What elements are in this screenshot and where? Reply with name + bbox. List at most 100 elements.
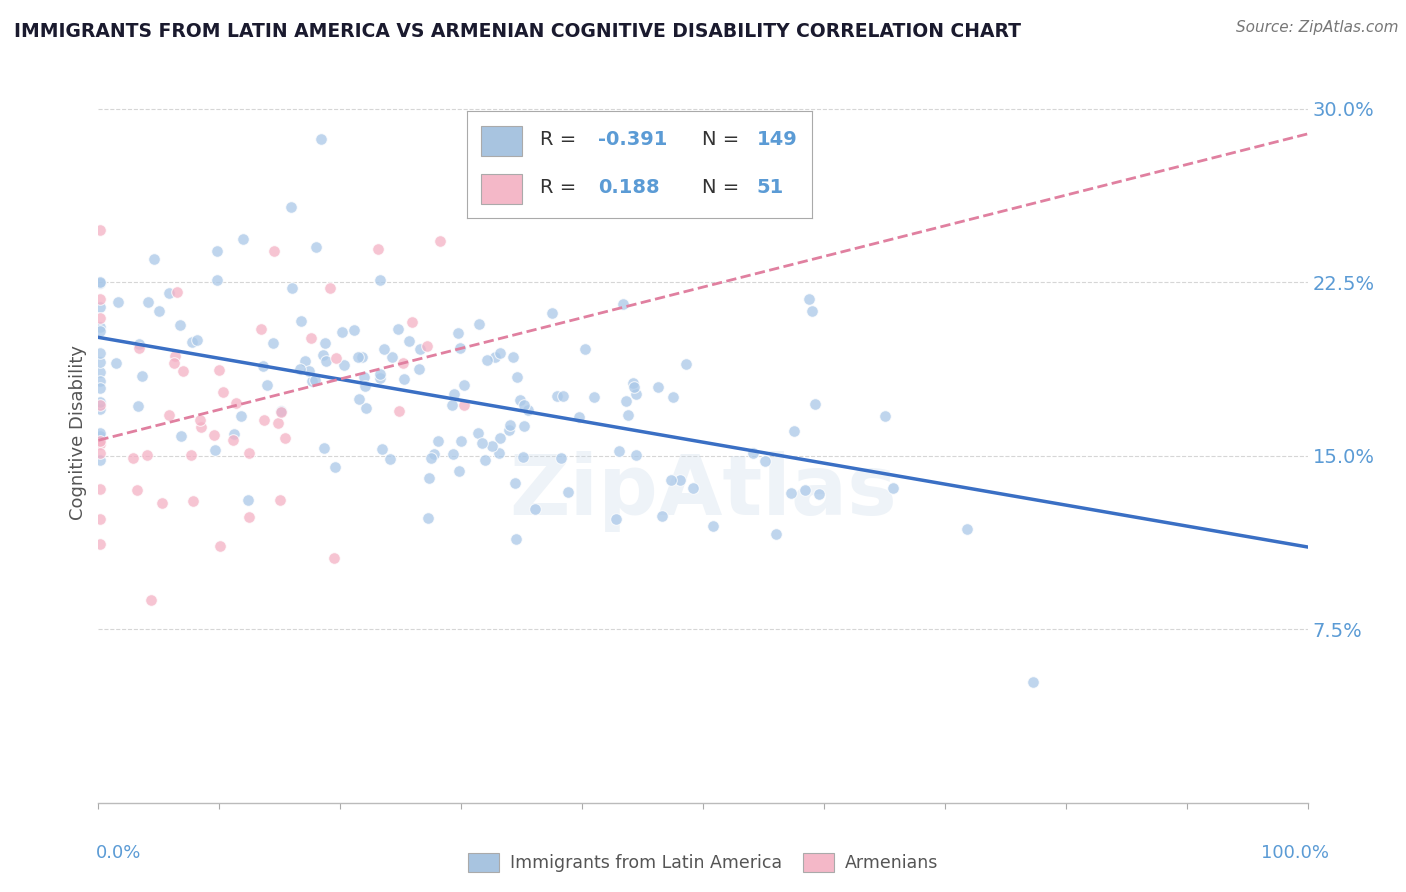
Point bbox=[238, 446, 260, 460]
Text: 100.0%: 100.0% bbox=[1261, 844, 1329, 862]
Point bbox=[427, 434, 450, 449]
Point bbox=[488, 346, 510, 360]
Point bbox=[273, 431, 295, 445]
Y-axis label: Cognitive Disability: Cognitive Disability bbox=[69, 345, 87, 520]
Point bbox=[290, 314, 312, 328]
Point bbox=[398, 334, 420, 349]
Point bbox=[122, 450, 145, 465]
Point bbox=[89, 293, 111, 307]
Point bbox=[623, 376, 645, 390]
Point bbox=[1021, 675, 1043, 690]
Point bbox=[381, 351, 404, 365]
Point bbox=[702, 519, 724, 533]
Point bbox=[347, 392, 370, 407]
Point bbox=[89, 446, 111, 460]
Point bbox=[89, 319, 111, 334]
Point bbox=[623, 380, 645, 394]
Point bbox=[509, 393, 531, 408]
Point bbox=[165, 349, 187, 363]
Point bbox=[188, 412, 211, 426]
Point bbox=[319, 281, 342, 295]
Point bbox=[380, 452, 402, 467]
Point bbox=[668, 473, 690, 487]
Point bbox=[159, 286, 181, 301]
Point bbox=[353, 379, 375, 393]
Point bbox=[489, 431, 512, 445]
Point bbox=[270, 404, 292, 418]
Point bbox=[89, 512, 111, 526]
Point bbox=[294, 354, 316, 368]
Point bbox=[468, 317, 491, 331]
Point bbox=[651, 509, 673, 524]
Point bbox=[301, 374, 323, 388]
Point bbox=[150, 496, 173, 510]
Point bbox=[353, 369, 375, 384]
Point bbox=[488, 445, 510, 459]
Point bbox=[236, 493, 259, 508]
Point bbox=[418, 471, 440, 485]
Point bbox=[783, 424, 806, 438]
Point bbox=[89, 437, 111, 451]
Point bbox=[312, 348, 335, 362]
Point bbox=[262, 335, 284, 350]
Point bbox=[392, 372, 415, 386]
Point bbox=[450, 434, 472, 448]
Point bbox=[181, 493, 204, 508]
Point bbox=[546, 389, 568, 403]
Point bbox=[270, 403, 292, 417]
Point bbox=[408, 362, 430, 376]
Point bbox=[370, 370, 392, 384]
Point bbox=[675, 357, 697, 371]
Point bbox=[474, 452, 496, 467]
Point bbox=[143, 252, 166, 267]
Point bbox=[614, 393, 637, 408]
Point bbox=[180, 448, 202, 462]
Point bbox=[568, 409, 591, 424]
Point bbox=[557, 485, 579, 500]
Point bbox=[89, 452, 111, 467]
Point bbox=[624, 448, 647, 462]
Point bbox=[429, 234, 451, 248]
Point bbox=[416, 339, 439, 353]
Point bbox=[104, 356, 127, 370]
Point bbox=[212, 384, 235, 399]
Point bbox=[263, 244, 285, 259]
Point bbox=[157, 408, 180, 422]
Point bbox=[181, 335, 204, 350]
Point bbox=[449, 341, 471, 355]
Point bbox=[401, 315, 423, 329]
Point bbox=[467, 426, 489, 441]
Point bbox=[252, 359, 274, 374]
Point bbox=[662, 390, 685, 404]
Point bbox=[388, 403, 411, 417]
Point bbox=[166, 285, 188, 299]
Point bbox=[333, 358, 356, 372]
Point bbox=[89, 366, 111, 380]
Point bbox=[540, 306, 562, 320]
Point bbox=[807, 486, 830, 500]
Point bbox=[343, 323, 366, 337]
Point bbox=[505, 532, 527, 546]
Point bbox=[682, 482, 704, 496]
Point bbox=[392, 355, 415, 369]
Point bbox=[89, 398, 111, 412]
Point bbox=[368, 272, 391, 286]
Point bbox=[512, 450, 534, 465]
Point bbox=[612, 297, 634, 311]
Point bbox=[513, 418, 536, 433]
Point bbox=[208, 362, 231, 376]
Point bbox=[550, 450, 572, 465]
Point bbox=[107, 294, 129, 309]
Point bbox=[208, 539, 231, 553]
Point bbox=[742, 446, 765, 460]
Point bbox=[882, 481, 904, 495]
Point bbox=[128, 341, 150, 355]
Point bbox=[419, 450, 441, 465]
Text: IMMIGRANTS FROM LATIN AMERICA VS ARMENIAN COGNITIVE DISABILITY CORRELATION CHART: IMMIGRANTS FROM LATIN AMERICA VS ARMENIA… bbox=[14, 22, 1021, 41]
Point bbox=[170, 428, 193, 442]
Point bbox=[505, 475, 527, 490]
Point bbox=[280, 281, 302, 295]
Point bbox=[205, 272, 228, 286]
Point bbox=[553, 389, 575, 403]
Point bbox=[440, 398, 463, 412]
